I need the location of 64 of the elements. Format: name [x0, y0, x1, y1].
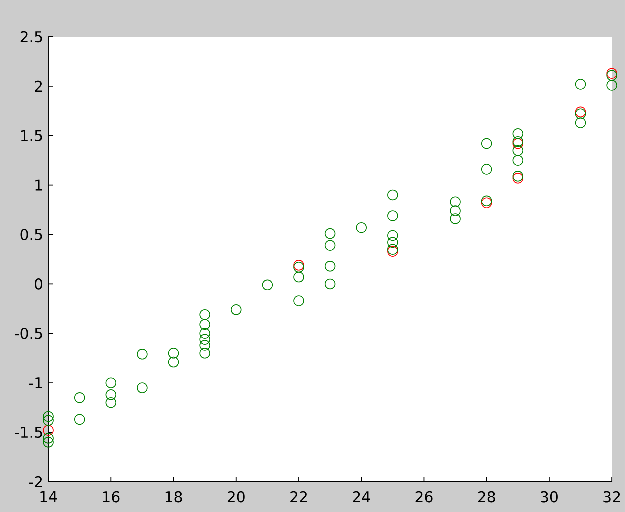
- point: [137, 382, 148, 394]
- point: [106, 389, 117, 400]
- y-tick-label: 0: [35, 278, 43, 290]
- y-tick-label: 2: [35, 80, 42, 92]
- point: [450, 205, 461, 216]
- y-tick-label: -1: [29, 377, 42, 388]
- point: [512, 128, 524, 140]
- point: [200, 328, 210, 339]
- point: [43, 432, 54, 444]
- point: [388, 190, 398, 200]
- y-tick-label: 1: [36, 180, 42, 191]
- point: [512, 145, 524, 156]
- x-tick-label: 20: [228, 491, 245, 503]
- point: [356, 222, 367, 234]
- point: [324, 228, 336, 239]
- x-tick-label: 24: [353, 491, 370, 502]
- point: [168, 348, 180, 359]
- point: [575, 117, 586, 128]
- point: [324, 278, 336, 290]
- point: [450, 196, 461, 208]
- point: [481, 164, 492, 175]
- point: [106, 397, 117, 408]
- y-tick-label: -1.5: [15, 426, 42, 438]
- x-tick-label: 32: [604, 491, 620, 503]
- y-tick-label: -2: [29, 476, 42, 488]
- point: [388, 230, 398, 241]
- point: [324, 240, 336, 251]
- point: [106, 378, 117, 388]
- point: [388, 210, 398, 222]
- x-tick-label: 16: [103, 491, 120, 503]
- point: [200, 309, 210, 320]
- point: [43, 436, 54, 448]
- point: [324, 260, 336, 272]
- point: [294, 295, 304, 306]
- point: [262, 280, 274, 290]
- y-tick-label: 2.5: [20, 31, 42, 42]
- x-tick-label: 26: [416, 491, 433, 503]
- point: [43, 424, 54, 436]
- point: [43, 411, 54, 422]
- point: [575, 78, 586, 90]
- point: [450, 213, 461, 224]
- y-tick-label: 1.5: [21, 130, 42, 142]
- y-tick-label: -0.5: [15, 328, 42, 340]
- point: [294, 272, 304, 282]
- point: [200, 334, 210, 345]
- x-tick-label: 14: [40, 491, 58, 502]
- point: [74, 414, 86, 425]
- x-tick-label: 22: [290, 491, 307, 502]
- point: [168, 356, 180, 368]
- point: [200, 348, 210, 359]
- point: [43, 415, 54, 426]
- point: [606, 80, 618, 91]
- point: [137, 348, 148, 360]
- x-tick-label: 30: [541, 491, 558, 503]
- point: [388, 237, 398, 248]
- x-tick-label: 28: [478, 491, 496, 503]
- point: [200, 319, 210, 330]
- y-tick-label: 0.5: [20, 228, 42, 240]
- x-tick-label: 18: [166, 491, 182, 503]
- point: [200, 340, 210, 351]
- point: [512, 155, 524, 166]
- point: [231, 304, 242, 316]
- point: [481, 138, 492, 149]
- point: [74, 392, 86, 404]
